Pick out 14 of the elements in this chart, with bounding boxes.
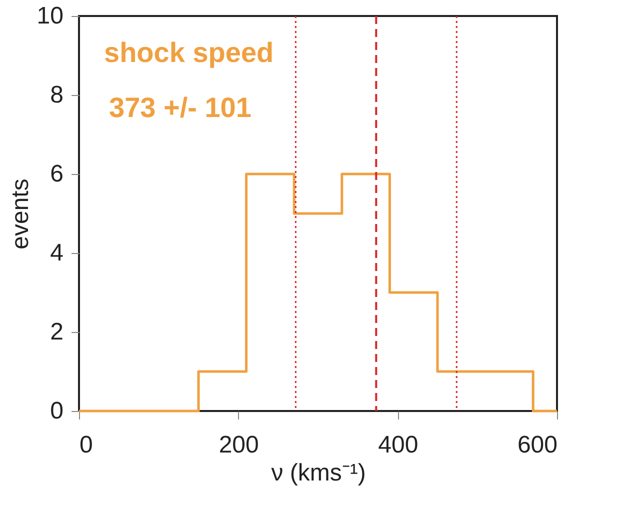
- y-tick-label: 6: [50, 160, 64, 188]
- y-tick-label: 8: [50, 82, 64, 108]
- x-tick-label: 0: [80, 432, 93, 458]
- y-tick-label: 10: [36, 2, 64, 30]
- x-tick-label: 400: [378, 432, 418, 458]
- annotation: shock speed: [104, 37, 274, 68]
- x-tick-label: 600: [517, 432, 558, 458]
- y-axis-title: events: [6, 178, 34, 250]
- annotation: 373 +/- 101: [109, 92, 252, 123]
- y-tick-label: 2: [50, 318, 64, 346]
- y-tick-label: 4: [50, 240, 64, 266]
- x-tick-label: 200: [218, 432, 259, 458]
- y-tick-label: 0: [50, 398, 64, 424]
- x-axis-title: ν (kms⁻¹): [271, 460, 366, 486]
